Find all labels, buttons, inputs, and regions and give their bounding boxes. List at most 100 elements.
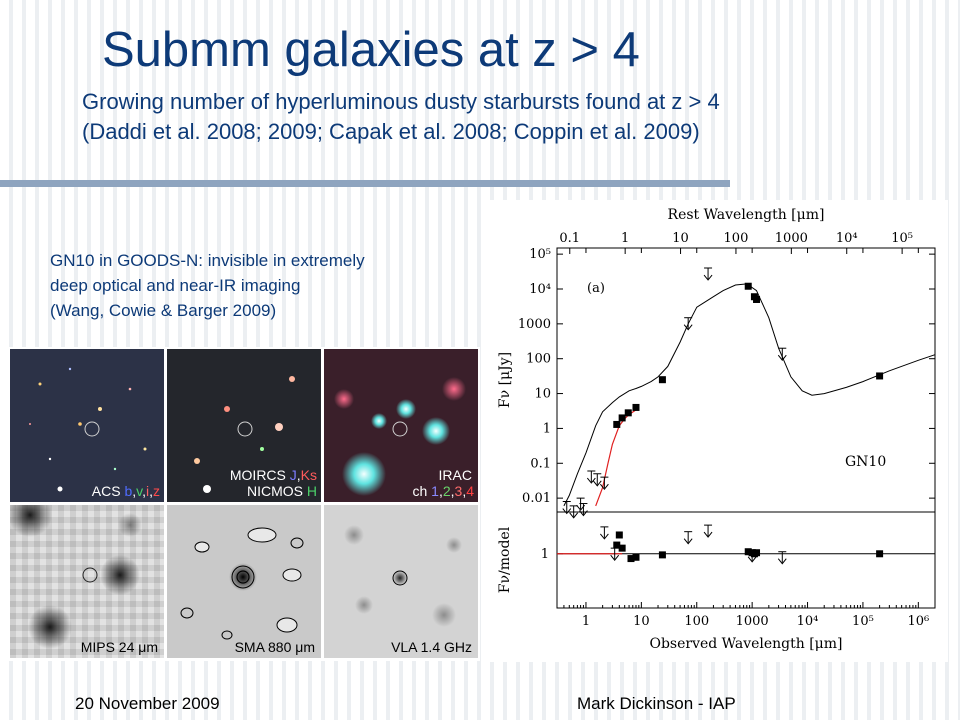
irac-band-2: 2 <box>442 483 451 499</box>
y-tick-label: 0.1 <box>530 456 551 471</box>
ratio-data-point <box>753 549 761 557</box>
top-tick-label: 10⁵ <box>891 231 913 246</box>
moircs-label-text: MOIRCS <box>229 467 286 483</box>
object-label: GN10 <box>845 454 886 470</box>
sed-data-point <box>632 403 640 411</box>
top-tick-label: 10 <box>672 231 689 246</box>
irac-band-0: 1 <box>431 483 439 499</box>
moircs-band-1: , <box>296 467 301 483</box>
ratio-upper-limit-head <box>747 556 757 563</box>
vla-label: VLA 1.4 GHz <box>391 639 472 655</box>
sed-data-point <box>744 282 752 290</box>
sed-upper-limit-head <box>599 483 609 490</box>
x-tick-label: 1 <box>582 614 590 629</box>
y-tick-label: 10 <box>534 387 551 402</box>
image-mosaic: ACS b,v,i,z MOIRCS J,Ks NICMOS H IRAC ch… <box>8 347 480 661</box>
ratio-data-point <box>876 550 884 558</box>
moircs-band-2: Ks <box>300 467 317 483</box>
x-tick-label: 10 <box>633 614 650 629</box>
x-tick-label: 100 <box>684 614 709 629</box>
ratio-axis-label: Fν/model <box>497 526 513 593</box>
top-tick-label: 100 <box>724 231 749 246</box>
caption-line: (Wang, Cowie & Barger 2009) <box>50 301 277 320</box>
top-tick-label: 1 <box>621 231 629 246</box>
sed-upper-limit-head <box>703 274 713 281</box>
x-tick-label: 10⁶ <box>907 614 929 629</box>
sed-data-point <box>618 414 626 422</box>
sed-figure: 1 10 100 1000 10⁴ 10⁵ 10⁶ Observed Wavelength [… <box>487 200 948 662</box>
slide-title: Submm galaxies at z > 4 <box>102 23 640 77</box>
acs-bands: b,v,i,z <box>124 483 160 499</box>
sma-panel: SMA 880 μm <box>167 505 321 658</box>
caption-line: deep optical and near-IR imaging <box>50 276 301 295</box>
sed-data-point <box>753 295 761 303</box>
moircs-panel: MOIRCS J,Ks NICMOS H <box>167 349 321 502</box>
nicmos-band: H <box>306 483 317 499</box>
moircs-label-line2: NICMOS H <box>247 483 317 499</box>
moircs-image <box>194 376 295 493</box>
irac-ch-text: ch <box>412 483 428 499</box>
sed-chart: 1 10 100 1000 10⁴ 10⁵ 10⁶ Observed Wavelength [… <box>497 207 936 652</box>
ratio-upper-limit-head <box>777 558 787 565</box>
subtitle-line: Growing number of hyperluminous dusty st… <box>82 89 720 114</box>
acs-label: ACS b,v,i,z <box>92 483 160 499</box>
acs-band-6: z <box>153 483 160 499</box>
irac-band-5: , <box>462 483 467 499</box>
x-tick-label: 10⁴ <box>797 614 819 629</box>
caption-line: GN10 in GOODS-N: invisible in extremely <box>50 251 365 270</box>
panel-letter: (a) <box>587 281 605 296</box>
irac-band-3: , <box>450 483 455 499</box>
x-tick-label: 10⁵ <box>852 614 874 629</box>
irac-band-6: 4 <box>466 483 474 499</box>
sed-upper-limit-head <box>586 477 596 484</box>
sed-data-point <box>613 420 621 428</box>
mips-label: MIPS 24 μm <box>80 639 158 655</box>
sed-upper-limit-head <box>579 510 588 517</box>
vla-image <box>344 525 462 627</box>
x-axis-label: Observed Wavelength [μm] <box>649 636 842 652</box>
mips-panel: MIPS 24 μm <box>10 505 164 658</box>
ratio-data-point <box>615 531 623 539</box>
ratio-data-point <box>658 551 666 559</box>
y-tick-label: 1000 <box>518 317 551 332</box>
sma-image <box>180 527 304 640</box>
moircs-band-0: J <box>289 467 297 483</box>
irac-band-1: , <box>438 483 443 499</box>
irac-label-line1: IRAC <box>438 467 472 483</box>
footer-author: Mark Dickinson - IAP <box>577 694 736 713</box>
top-tick-label: 1000 <box>775 231 808 246</box>
top-tick-label: 0.1 <box>559 231 580 246</box>
sed-upper-limit-head <box>562 508 572 515</box>
ratio-data-point <box>632 553 640 561</box>
image-caption: GN10 in GOODS-N: invisible in extremely … <box>50 248 365 323</box>
ratio-y-tick-label: 1 <box>541 547 549 562</box>
mips-image <box>10 505 164 658</box>
footer-date: 20 November 2009 <box>75 694 220 713</box>
acs-band-1: , <box>132 483 137 499</box>
lower-panel-frame <box>556 511 936 609</box>
sed-upper-limit-head <box>777 354 787 362</box>
nicmos-label-text: NICMOS <box>246 483 303 499</box>
irac-panel: IRAC ch 1,2,3,4 <box>324 349 478 502</box>
y-axis-label: Fν [μJy] <box>497 352 513 408</box>
acs-band-5: , <box>149 483 153 499</box>
ratio-data-point <box>744 548 752 556</box>
irac-band-4: 3 <box>454 483 463 499</box>
slide-subtitle: Growing number of hyperluminous dusty st… <box>82 87 720 147</box>
acs-image <box>29 367 147 492</box>
moircs-label-line1: MOIRCS J,Ks <box>230 467 317 483</box>
irac-label-line2: ch 1,2,3,4 <box>412 483 474 499</box>
x-tick-label: 1000 <box>736 614 769 629</box>
ratio-data-point <box>613 541 621 549</box>
sed-upper-limit-head <box>683 324 693 331</box>
ratio-data-point <box>618 544 626 552</box>
moircs-bands: J,Ks <box>290 467 317 483</box>
acs-band-2: v <box>136 483 143 499</box>
top-axis-label: Rest Wavelength [μm] <box>668 207 825 223</box>
ratio-upper-limit-head <box>683 538 693 545</box>
ratio-upper-limit-head <box>610 554 620 561</box>
y-tick-label: 10⁴ <box>529 282 551 297</box>
y-tick-label: 0.01 <box>522 491 551 506</box>
model-sed-curve <box>563 283 936 507</box>
acs-label-text: ACS <box>91 483 121 499</box>
